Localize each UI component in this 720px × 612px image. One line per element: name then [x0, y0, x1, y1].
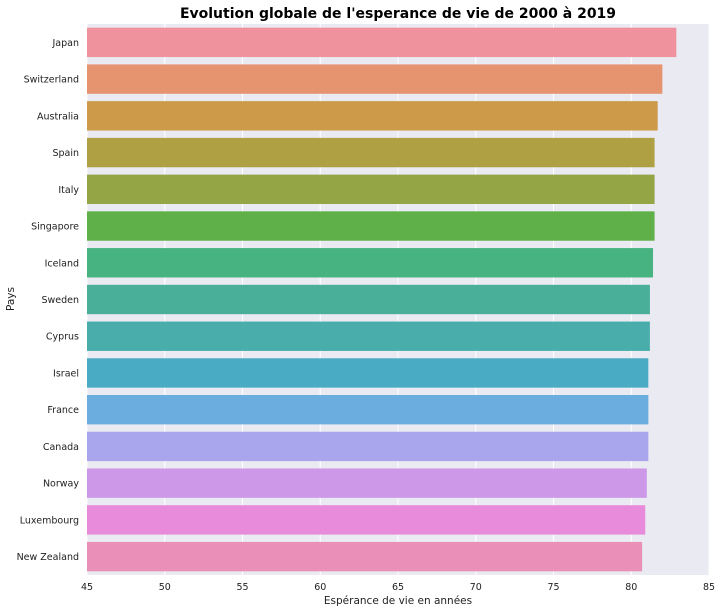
x-tick-label: 50	[159, 582, 171, 593]
bar	[87, 137, 655, 168]
y-tick-label: Italy	[58, 185, 79, 196]
bar	[87, 358, 649, 388]
y-tick-label: Luxembourg	[20, 515, 79, 526]
x-tick-label: 75	[547, 582, 559, 593]
y-tick-label: Norway	[43, 479, 79, 490]
y-tick-label: Spain	[52, 148, 79, 159]
bar	[87, 395, 649, 425]
x-tick-labels: 45 50 55 60 65 70 75 80 85	[81, 582, 715, 593]
y-tick-label: Cyprus	[46, 332, 79, 343]
bar	[87, 541, 643, 572]
y-tick-label: Australia	[37, 111, 79, 122]
x-tick-label: 70	[470, 582, 482, 593]
x-tick-label: 85	[703, 582, 715, 593]
bar	[87, 64, 663, 94]
y-tick-label: Japan	[52, 38, 80, 49]
bar	[87, 284, 650, 315]
x-tick-label: 45	[81, 582, 93, 593]
bar	[87, 174, 655, 204]
bar	[87, 101, 658, 131]
x-tick-label: 60	[314, 582, 326, 593]
y-tick-label: Canada	[43, 442, 79, 453]
bars	[87, 27, 677, 572]
y-tick-label: Israel	[53, 368, 79, 379]
bar	[87, 431, 649, 462]
y-tick-label: Singapore	[31, 222, 79, 233]
x-axis-label: Espérance de vie en années	[324, 595, 472, 607]
bar	[87, 211, 655, 241]
y-tick-label: New Zealand	[17, 552, 79, 563]
chart-title: Evolution globale de l'esperance de vie …	[180, 6, 616, 22]
bar	[87, 505, 646, 535]
x-tick-label: 65	[392, 582, 404, 593]
bar	[87, 248, 654, 278]
y-tick-labels: Japan Switzerland Australia Spain Italy Singa…	[17, 38, 80, 563]
bar	[87, 27, 677, 58]
bar	[87, 321, 650, 351]
bar	[87, 468, 647, 498]
y-tick-label: Iceland	[45, 258, 79, 269]
y-tick-label: Switzerland	[24, 75, 79, 86]
y-tick-label: Sweden	[41, 295, 79, 306]
y-axis-label: Pays	[5, 287, 17, 311]
x-tick-label: 80	[625, 582, 637, 593]
x-tick-label: 55	[236, 582, 248, 593]
y-tick-label: France	[47, 405, 79, 416]
